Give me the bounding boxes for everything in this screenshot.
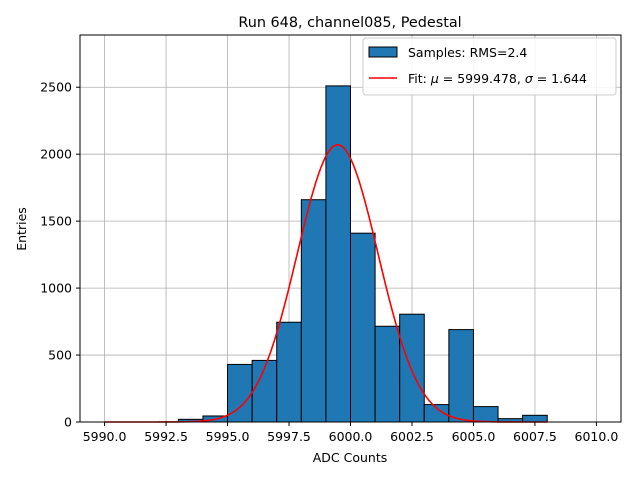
- histogram-bar-7: [276, 321, 302, 423]
- y-tick-label-3: 1500: [40, 214, 72, 229]
- y-axis-label: Entries: [14, 207, 29, 251]
- x-tick-label-2: 5995.0: [206, 429, 250, 444]
- histogram-bar-14: [448, 329, 474, 423]
- histogram-bar-15: [472, 406, 499, 423]
- x-tick-label-7: 6007.5: [513, 429, 557, 444]
- histogram-bar-9: [325, 85, 351, 423]
- x-tick-label-3: 5997.5: [267, 429, 311, 444]
- x-tick-label-0: 5990.0: [83, 429, 127, 444]
- legend-fit-sigma-symbol: σ: [525, 71, 534, 86]
- chart-title: Run 648, channel085, Pedestal: [238, 15, 461, 31]
- x-axis: 5990.0 5992.5 5995.0 5997.5 6000.0 6002.5 6005…: [83, 422, 619, 444]
- y-tick-label-0: 0: [64, 415, 72, 430]
- legend: Samples: RMS=2.4 Fit: μ = 5999.478, σ = …: [362, 37, 617, 96]
- legend-label-samples: Samples: RMS=2.4: [408, 45, 527, 60]
- y-tick-label-2: 1000: [40, 281, 72, 296]
- legend-fit-mu-value: = 5999.478,: [439, 71, 525, 86]
- x-tick-label-4: 6000.0: [329, 429, 373, 444]
- y-tick-label-1: 500: [48, 348, 72, 363]
- y-tick-label-5: 2500: [40, 80, 72, 95]
- y-tick-label-4: 2000: [40, 147, 72, 162]
- x-tick-label-6: 6005.0: [452, 429, 496, 444]
- x-tick-label-1: 5992.5: [144, 429, 188, 444]
- legend-fit-mu-symbol: μ: [430, 71, 439, 86]
- legend-box: [362, 37, 617, 96]
- histogram-bar-10: [350, 232, 376, 423]
- histogram-bar-8: [300, 199, 327, 423]
- legend-fit-prefix: Fit:: [408, 71, 431, 86]
- y-axis: 0 500 1000 1500 2000 2500: [40, 80, 80, 430]
- histogram-bars: [177, 85, 548, 423]
- legend-swatch-samples: [368, 46, 398, 58]
- histogram-bar-11: [374, 325, 401, 423]
- x-axis-label: ADC Counts: [313, 450, 388, 465]
- histogram-bar-17: [522, 414, 548, 423]
- x-tick-label-8: 6010.0: [575, 429, 619, 444]
- x-tick-label-5: 6002.5: [390, 429, 434, 444]
- histogram-bar-12: [399, 313, 425, 423]
- legend-fit-sigma-value: = 1.644: [533, 71, 587, 86]
- legend-label-fit: Fit: μ = 5999.478, σ = 1.644: [408, 71, 587, 86]
